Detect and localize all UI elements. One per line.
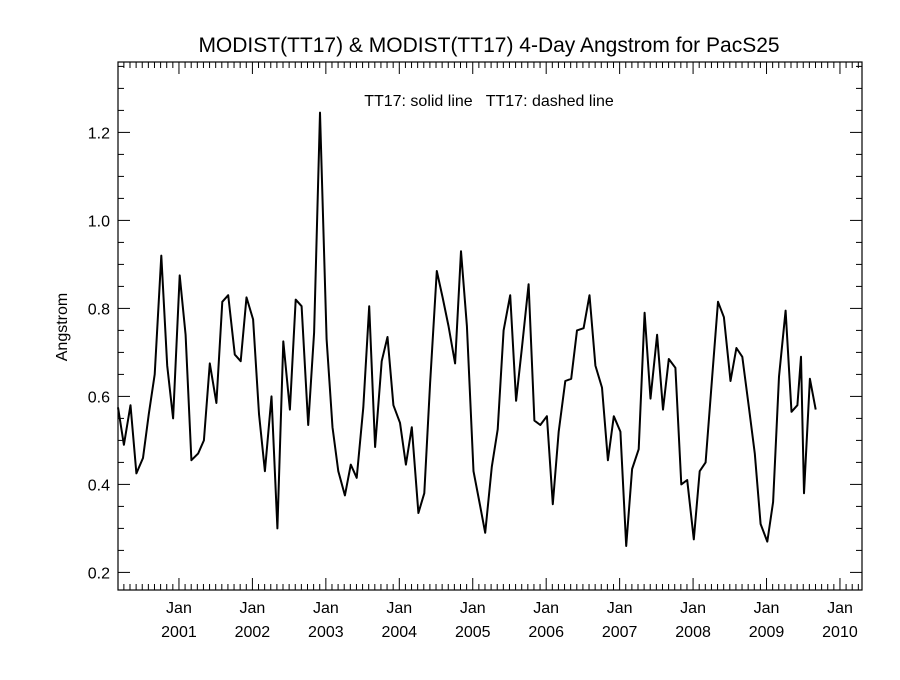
x-tick-month-label: Jan [240, 600, 266, 617]
y-tick-label: 1.2 [88, 125, 110, 142]
x-tick-month-label: Jan [166, 600, 192, 617]
series-line-solid [117, 111, 817, 547]
x-tick-year-label: 2004 [381, 624, 417, 641]
y-axis-label: Angstrom [54, 293, 71, 361]
x-tick-month-label: Jan [386, 600, 412, 617]
y-tick-label: 0.8 [88, 301, 110, 318]
x-tick-month-label: Jan [754, 600, 780, 617]
x-tick-year-label: 2010 [822, 624, 858, 641]
x-tick-month-label: Jan [827, 600, 853, 617]
x-tick-month-label: Jan [607, 600, 633, 617]
x-tick-month-label: Jan [313, 600, 339, 617]
x-tick-year-label: 2006 [528, 624, 564, 641]
x-tick-month-label: Jan [680, 600, 706, 617]
axis-ticks: 0.2 0.4 0.6 0.8 1.0 1.2 Jan 2001 Jan 2002 Jan 2003 J… [88, 62, 862, 641]
x-tick-year-label: 2003 [308, 624, 344, 641]
x-tick-month-label: Jan [533, 600, 559, 617]
x-tick-month-label: Jan [460, 600, 486, 617]
x-tick-year-label: 2007 [602, 624, 638, 641]
x-tick-year-label: 2008 [675, 624, 711, 641]
y-tick-label: 1.0 [88, 213, 110, 230]
plot-frame [117, 61, 863, 591]
x-tick-year-label: 2009 [749, 624, 785, 641]
x-tick-year-label: 2002 [235, 624, 271, 641]
chart-title: MODIST(TT17) & MODIST(TT17) 4-Day Angstr… [198, 34, 779, 57]
x-tick-year-label: 2005 [455, 624, 491, 641]
chart-annotation: TT17: solid line TT17: dashed line [364, 93, 614, 110]
y-tick-label: 0.2 [88, 565, 110, 582]
y-tick-label: 0.4 [88, 477, 110, 494]
x-tick-year-label: 2001 [161, 624, 197, 641]
y-tick-label: 0.6 [88, 389, 110, 406]
data-series [117, 111, 817, 547]
